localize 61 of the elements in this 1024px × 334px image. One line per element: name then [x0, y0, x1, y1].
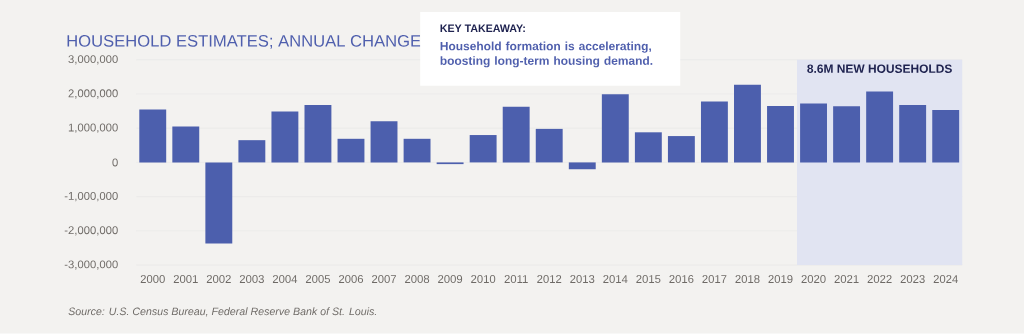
- x-tick-label: 2014: [603, 275, 628, 284]
- bar: [172, 126, 200, 163]
- x-tick-label: 2015: [636, 275, 661, 284]
- bar: [833, 106, 861, 163]
- x-tick-label: 2007: [372, 275, 397, 284]
- x-tick-label: 2005: [305, 275, 331, 284]
- bar: [337, 138, 365, 163]
- x-tick-label: 2021: [834, 275, 859, 284]
- y-tick-label: 3,000,000: [68, 55, 118, 65]
- x-tick-label: 2002: [206, 275, 231, 284]
- source-note: Source: U.S. Census Bureau, Federal Reserve Bank of St. Louis.: [68, 307, 376, 317]
- x-tick-label: 2010: [471, 275, 496, 284]
- bar: [469, 135, 497, 163]
- x-tick-label: 2001: [173, 275, 198, 284]
- x-tick-label: 2020: [801, 275, 826, 284]
- x-tick-label: 2000: [140, 275, 165, 284]
- x-tick-label: 2024: [933, 275, 958, 284]
- bar: [700, 101, 728, 163]
- y-tick-label: 2,000,000: [68, 89, 118, 99]
- bar: [370, 121, 398, 163]
- bar: [502, 106, 530, 163]
- x-tick-label: 2018: [735, 275, 760, 284]
- x-tick-label: 2009: [438, 275, 463, 284]
- bar: [734, 84, 761, 163]
- x-tick-label: 2017: [702, 275, 727, 284]
- x-tick-label: 2012: [537, 275, 562, 284]
- bar: [568, 162, 596, 170]
- x-tick-label: 2013: [570, 275, 595, 284]
- annotation: Household formation is accelerating, boosting long-term housing demand.: [440, 41, 653, 68]
- text: KEY TAKEAWAY:: [440, 24, 525, 33]
- x-tick-label: 2004: [272, 275, 298, 284]
- x-tick-label: 2008: [405, 275, 430, 284]
- bar: [205, 162, 233, 244]
- bar: [304, 105, 332, 163]
- x-tick-label: 2016: [669, 275, 694, 284]
- bar: [238, 140, 266, 163]
- bar: [800, 103, 827, 163]
- x-tick-label: 2011: [504, 275, 528, 284]
- bar: [271, 111, 299, 163]
- bar: [139, 109, 167, 163]
- x-tick-label: 2019: [768, 275, 793, 284]
- y-tick-label: -3,000,000: [64, 260, 118, 270]
- x-tick-label: 2003: [239, 275, 264, 284]
- band-label: 8.6M NEW HOUSEHOLDS: [807, 64, 952, 74]
- y-tick-label: -2,000,000: [64, 226, 118, 236]
- chart-title: HOUSEHOLD ESTIMATES; ANNUAL CHANGE: [67, 35, 421, 49]
- y-tick-label: 0: [112, 158, 118, 167]
- x-tick-label: 2006: [338, 275, 364, 284]
- bar: [866, 91, 894, 163]
- x-tick-label: 2023: [900, 275, 925, 284]
- bar: [899, 105, 927, 163]
- bar: [667, 136, 695, 163]
- bar: [767, 106, 794, 163]
- bar: [601, 94, 629, 163]
- bar: [634, 132, 662, 163]
- y-tick-label: 1,000,000: [68, 123, 118, 133]
- bar: [535, 128, 563, 163]
- bar: [932, 110, 960, 163]
- bar: [403, 138, 431, 163]
- y-tick-label: -1,000,000: [64, 192, 118, 202]
- x-tick-label: 2022: [867, 275, 892, 284]
